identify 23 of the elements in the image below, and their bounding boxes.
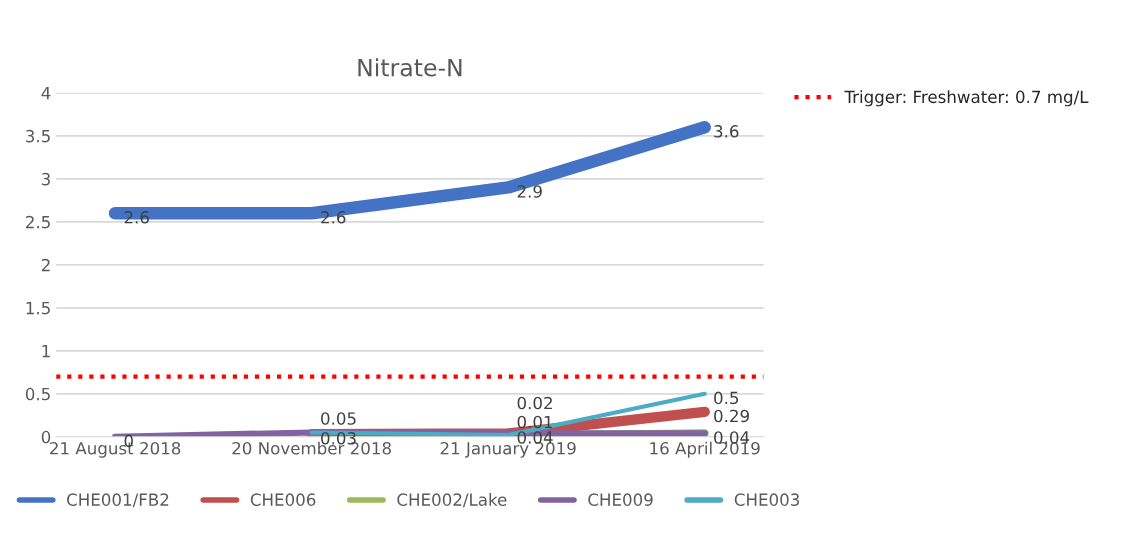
legend-label: CHE002/Lake bbox=[397, 493, 507, 508]
legend-label: CHE001/FB2 bbox=[67, 493, 169, 508]
data-label: 0.5 bbox=[714, 391, 739, 405]
y-tick-label: 0.5 bbox=[25, 387, 50, 401]
legend-label: CHE009 bbox=[588, 493, 653, 506]
data-label: 0.01 bbox=[517, 415, 553, 429]
y-tick-label: 3.5 bbox=[26, 129, 50, 143]
data-label: 3.6 bbox=[714, 125, 739, 138]
data-label: 0.05 bbox=[321, 412, 356, 425]
y-tick-label: 4 bbox=[41, 87, 51, 100]
data-label: 0.29 bbox=[714, 409, 749, 423]
y-tick-label: 2.5 bbox=[26, 215, 50, 229]
y-tick-label: 1.5 bbox=[26, 301, 50, 315]
data-label: 0.02 bbox=[517, 396, 552, 410]
data-label: 2.9 bbox=[517, 185, 542, 198]
legend-label: Trigger: Freshwater: 0.7 mg/L bbox=[844, 90, 1089, 107]
y-tick-label: 3 bbox=[41, 172, 50, 186]
legend-label: CHE006 bbox=[250, 493, 316, 506]
y-tick-label: 2 bbox=[41, 258, 50, 272]
y-tick-label: 0 bbox=[41, 430, 51, 444]
legend-label: CHE003 bbox=[734, 493, 800, 506]
y-tick-label: 1 bbox=[42, 344, 50, 358]
chart-title: Nitrate-N bbox=[358, 58, 462, 77]
